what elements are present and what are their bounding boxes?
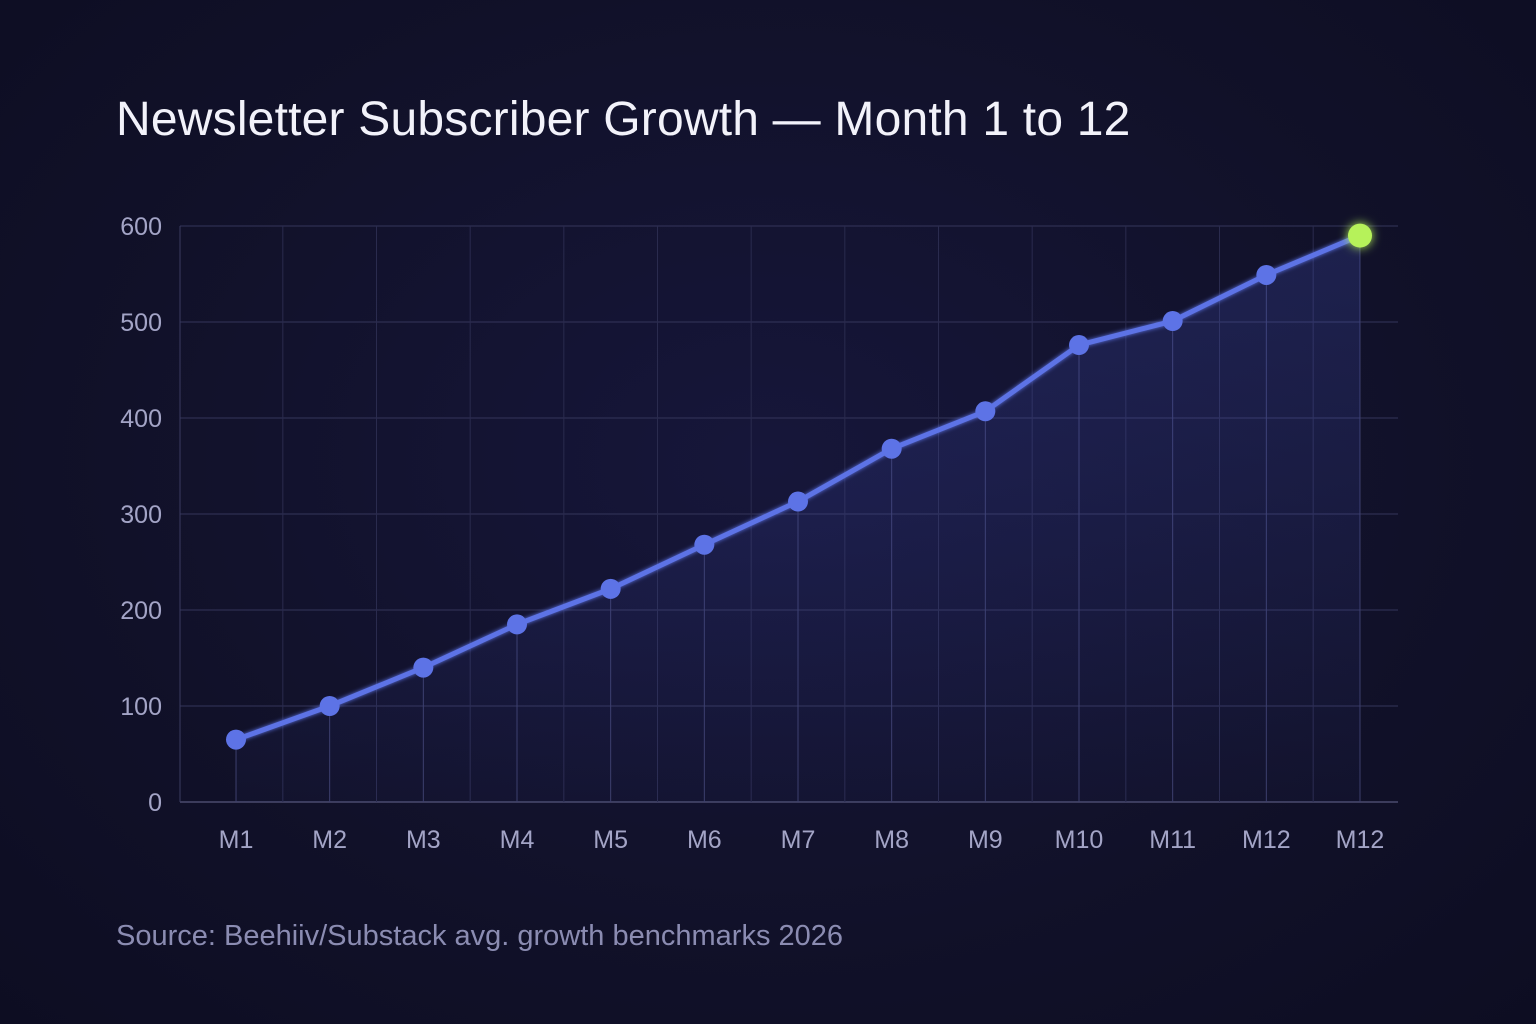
data-point xyxy=(507,614,527,635)
x-tick-label: M3 xyxy=(406,826,441,854)
y-tick-label: 100 xyxy=(120,693,162,721)
y-tick-label: 600 xyxy=(120,213,162,241)
y-tick-label: 200 xyxy=(120,597,162,625)
data-point xyxy=(1069,335,1089,356)
x-tick-label: M12 xyxy=(1242,826,1291,854)
y-tick-label: 300 xyxy=(120,501,162,529)
x-tick-label: M7 xyxy=(781,826,816,854)
data-point xyxy=(975,401,996,422)
data-point-highlight xyxy=(1348,223,1372,248)
area-fill xyxy=(236,235,1360,803)
x-tick-label: M11 xyxy=(1149,826,1196,854)
data-point xyxy=(694,534,715,555)
data-point xyxy=(881,438,902,459)
data-point xyxy=(319,696,340,716)
x-tick-label: M1 xyxy=(219,826,254,854)
y-tick-label: 500 xyxy=(120,309,162,337)
data-point xyxy=(226,729,246,750)
x-tick-label: M9 xyxy=(968,826,1003,854)
data-point xyxy=(1256,264,1277,285)
x-tick-label: M12 xyxy=(1336,826,1385,854)
x-tick-label: M6 xyxy=(687,826,722,854)
y-tick-label: 0 xyxy=(148,789,162,817)
chart-title: Newsletter Subscriber Growth — Month 1 t… xyxy=(116,93,1131,146)
source-note: Source: Beehiiv/Substack avg. growth ben… xyxy=(116,920,844,952)
x-tick-label: M4 xyxy=(500,826,535,854)
x-tick-label: M2 xyxy=(312,826,347,854)
x-tick-label: M5 xyxy=(593,826,628,854)
x-tick-label: M10 xyxy=(1055,826,1104,854)
data-points xyxy=(226,223,1372,750)
data-point xyxy=(1162,311,1183,332)
x-tick-label: M8 xyxy=(874,826,909,854)
y-tick-label: 400 xyxy=(120,405,162,433)
area-path xyxy=(236,235,1360,803)
axis-labels: 0 100 200 300 400 500 600 M1 M2 M3 M4 M5 M6 M7 M8 M9 M10… xyxy=(120,213,1384,854)
data-point xyxy=(600,578,621,599)
data-point xyxy=(788,491,808,512)
data-point xyxy=(413,657,434,678)
